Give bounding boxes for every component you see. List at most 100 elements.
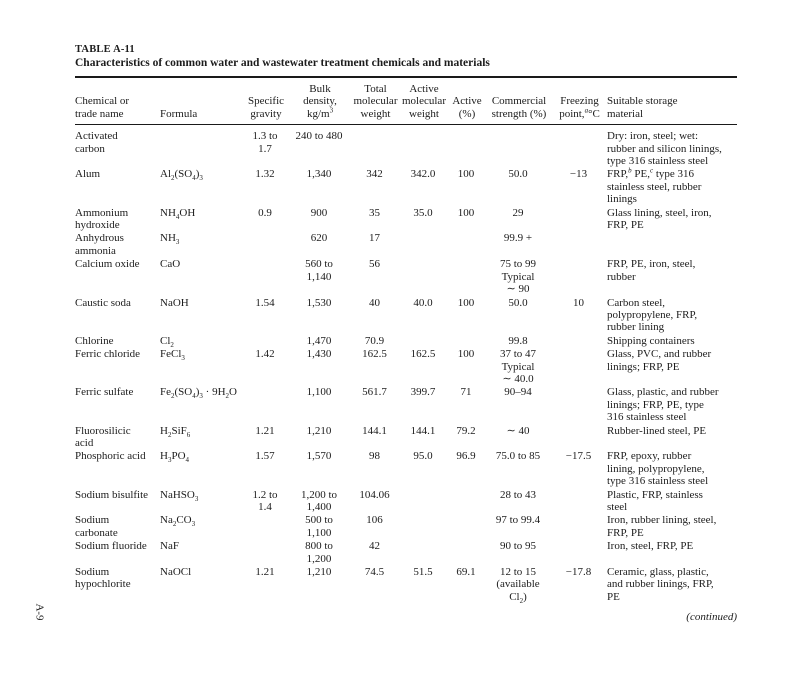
cell-total_mw: 74.5	[364, 566, 385, 579]
cell-total_mw: 561.7	[362, 386, 387, 399]
cell-freezing_point	[552, 540, 607, 566]
table-row: Ammonium hydroxide NH4OH 0.9 900 35 35.0 100 29 G…	[75, 207, 737, 233]
cell-active_pct: 69.1	[456, 566, 476, 579]
table-row: Ferric chloride FeCl3 1.42 1,430 162.5 162.5 1…	[75, 348, 737, 386]
cell-active_pct	[448, 258, 486, 296]
cell-total_mw: 42	[369, 540, 380, 553]
cell-active_pct: 100	[457, 168, 475, 181]
cell-chemical: Sodium bisulfite	[75, 488, 149, 501]
cell-active_mw: 51.5	[413, 566, 433, 579]
cell-specific_gravity: 1.57	[255, 450, 275, 463]
cell-bulk_density: 1,210	[306, 424, 332, 437]
table-row: Activated carbon 1.3 to 1.7 240 to 480 Dry: i…	[75, 125, 737, 169]
header-row: Chemical or trade name Formula Specific grav…	[75, 78, 737, 126]
cell-chemical: Ammonium hydroxide	[75, 206, 129, 232]
cell-total_mw: 40	[369, 296, 380, 309]
cell-bulk_density: 620	[310, 232, 328, 245]
cell-storage: FRP,b PE,c type 316 stainless steel, rubb…	[607, 166, 702, 206]
cell-freezing_point	[552, 489, 607, 515]
cell-formula: H2SiF6	[160, 424, 191, 439]
cell-commercial_strength: 28 to 43	[499, 488, 537, 501]
cell-chemical: Sodium hypochlorite	[75, 566, 131, 591]
table-row: Sodium hypochlorite NaOCl 1.21 1,210 74.5 51.5…	[75, 566, 737, 605]
cell-specific_gravity: 1.32	[255, 168, 275, 181]
cell-active_mw: 342.0	[410, 168, 436, 181]
cell-active_pct	[448, 540, 486, 566]
cell-active_pct: 100	[457, 348, 475, 361]
cell-bulk_density: 1,340	[306, 168, 332, 181]
cell-formula: Na2CO3	[160, 514, 196, 529]
cell-total_mw: 56	[369, 258, 380, 271]
cell-storage: Carbon steel, polypropylene, FRP, rubber l…	[607, 296, 698, 334]
cell-total_mw: 104.06	[359, 488, 390, 501]
cell-specific_gravity: 1.21	[255, 566, 275, 579]
cell-formula	[160, 125, 243, 169]
cell-commercial_strength: ∼ 40	[506, 424, 530, 437]
cell-storage: Rubber-lined steel, PE	[607, 424, 707, 437]
column-header-active_mw: Active molecular weight	[400, 78, 448, 126]
cell-commercial_strength: 99.9 +	[503, 232, 533, 245]
cell-commercial_strength: 37 to 47 Typical ∼ 40.0	[499, 348, 537, 385]
table-row: Calcium oxide CaO 560 to 1,140 56 75 to 99 Typ…	[75, 258, 737, 296]
cell-active_pct: 100	[457, 296, 475, 309]
table-row: Chlorine Cl2 1,470 70.9 99.8 Shipping contain…	[75, 334, 737, 349]
cell-specific_gravity	[243, 258, 289, 296]
cell-commercial_strength: 29	[512, 206, 524, 219]
cell-total_mw: 106	[366, 514, 383, 527]
table-row: Sodium carbonate Na2CO3 500 to 1,100 106 97 to…	[75, 514, 737, 540]
cell-chemical: Sodium carbonate	[75, 514, 118, 539]
cell-storage: Ceramic, glass, plastic, and rubber linin…	[607, 566, 714, 603]
table-title: Characteristics of common water and wast…	[75, 57, 737, 78]
cell-active_mw	[400, 489, 448, 515]
cell-formula: NaOCl	[160, 566, 192, 579]
cell-formula: CaO	[160, 258, 181, 271]
table-row: Sodium bisulfite NaHSO3 1.2 to 1.4 1,200 to 1…	[75, 489, 737, 515]
cell-bulk_density: 1,530	[306, 296, 332, 309]
cell-total_mw: 144.1	[362, 424, 387, 437]
cell-formula: FeCl3	[160, 348, 185, 363]
cell-specific_gravity	[243, 386, 289, 424]
cell-commercial_strength: 50.0	[508, 296, 528, 309]
cell-storage: Glass, plastic, and rubber linings; FRP, …	[607, 386, 719, 424]
column-header-total_mw: Total molecular weight	[351, 78, 400, 126]
cell-chemical: Chlorine	[75, 334, 114, 347]
table-row: Anhydrous ammonia NH3 620 17 99.9 +	[75, 232, 737, 258]
cell-total_mw	[351, 125, 400, 169]
cell-bulk_density: 1,100	[306, 386, 332, 399]
cell-chemical: Calcium oxide	[75, 258, 140, 271]
cell-active_mw	[400, 125, 448, 169]
cell-chemical: Activated carbon	[75, 130, 118, 155]
column-header-specific_gravity: Specific gravity	[243, 78, 289, 126]
cell-active_mw: 40.0	[413, 296, 433, 309]
cell-freezing_point	[552, 335, 607, 348]
page-number-sidebar: A-9	[33, 603, 46, 621]
cell-total_mw: 98	[369, 450, 380, 463]
table-row: Ferric sulfate Fe2(SO4)3 · 9H2O 1,100 561.7…	[75, 386, 737, 424]
cell-specific_gravity: 1.2 to 1.4	[252, 488, 278, 513]
cell-specific_gravity	[243, 335, 289, 348]
cell-active_pct: 96.9	[456, 450, 476, 463]
cell-active_mw	[400, 335, 448, 348]
cell-freezing_point	[552, 207, 607, 233]
cell-formula: NaF	[160, 540, 179, 553]
cell-chemical: Caustic soda	[75, 296, 131, 309]
column-header-bulk_density: Bulk density, kg/m3	[289, 78, 351, 126]
table-row: Fluorosilicic acid H2SiF6 1.21 1,210 144.1 144…	[75, 425, 737, 451]
cell-active_mw: 35.0	[413, 206, 433, 219]
column-header-storage: Suitable storage material	[607, 78, 737, 126]
cell-active_mw: 162.5	[410, 348, 436, 361]
cell-formula: NaOH	[160, 296, 189, 309]
cell-bulk_density: 500 to 1,100	[305, 514, 333, 539]
cell-commercial_strength: 50.0	[508, 168, 528, 181]
continued-note: (continued)	[686, 611, 737, 624]
cell-freezing_point	[552, 514, 607, 540]
cell-freezing_point: −17.8	[565, 566, 592, 579]
cell-specific_gravity: 1.3 to 1.7	[252, 130, 278, 155]
cell-active_pct	[448, 514, 486, 540]
cell-active_mw: 399.7	[410, 386, 436, 399]
cell-specific_gravity: 1.21	[255, 424, 275, 437]
cell-storage: Plastic, FRP, stainless steel	[607, 488, 703, 513]
table-row: Alum Al2(SO4)3 1.32 1,340 342 342.0 100 50.0 −13…	[75, 166, 737, 206]
cell-storage: FRP, epoxy, rubber lining, polypropylene,…	[607, 450, 709, 488]
